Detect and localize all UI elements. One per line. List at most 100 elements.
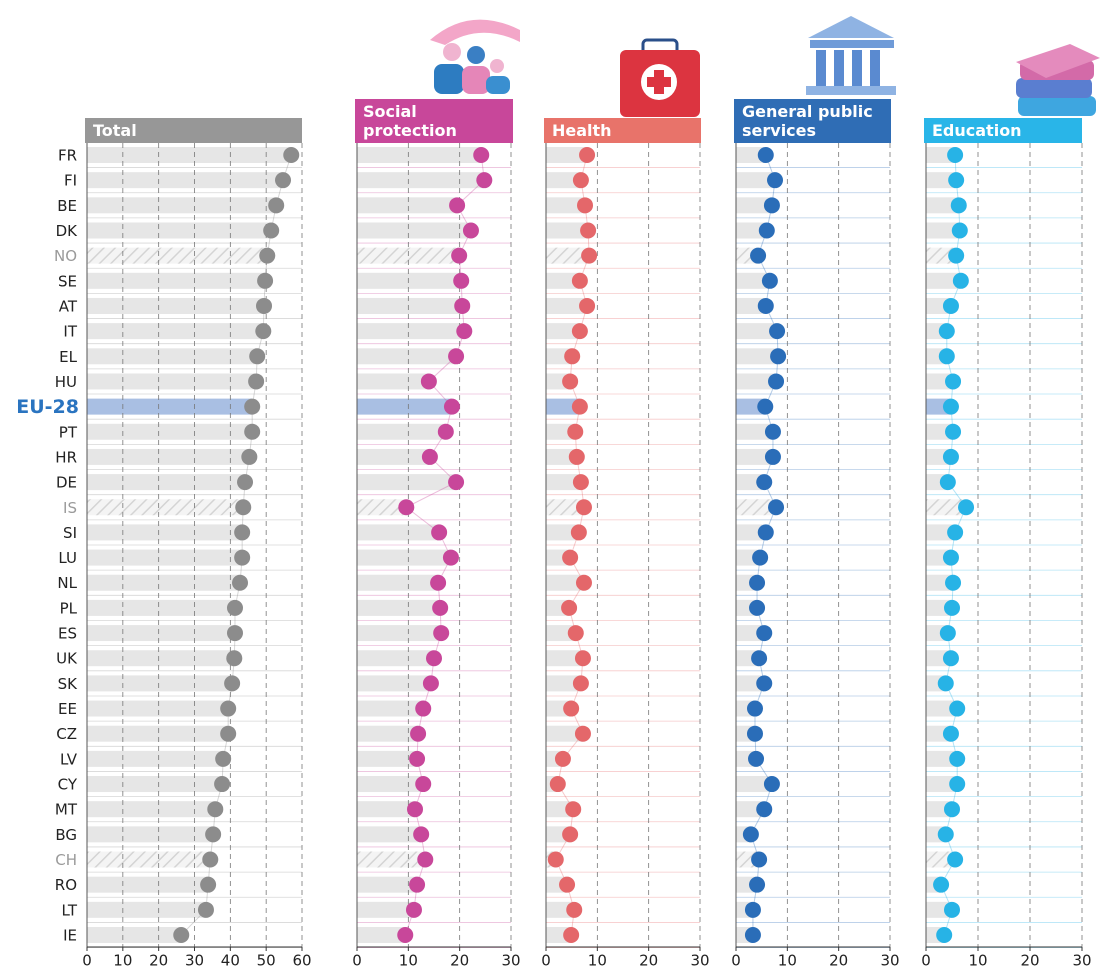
bar (87, 499, 243, 515)
bar (87, 902, 206, 918)
dot (443, 550, 459, 566)
bar (357, 424, 446, 440)
bar (357, 474, 456, 490)
dot (433, 625, 449, 641)
x-tick-label: 0 (82, 952, 92, 970)
dot (936, 927, 952, 943)
dot (943, 399, 959, 415)
dot (453, 273, 469, 289)
dot (227, 625, 243, 641)
bar (357, 399, 452, 415)
dot (444, 399, 460, 415)
bar (87, 399, 252, 415)
bar (357, 575, 438, 591)
category-label: IE (63, 927, 77, 945)
dot (476, 172, 492, 188)
dot (456, 323, 472, 339)
bar (357, 373, 429, 389)
dot (224, 675, 240, 691)
x-tick-label: 20 (639, 952, 658, 970)
bar (87, 248, 267, 264)
dot (417, 852, 433, 868)
panel: 0102030 (921, 142, 1091, 969)
category-label: IS (63, 499, 77, 517)
dot (571, 524, 587, 540)
bar (357, 147, 481, 163)
dot (410, 726, 426, 742)
category-label: EL (59, 348, 77, 366)
category-label: CY (58, 776, 78, 794)
bar (357, 550, 451, 566)
dot (448, 348, 464, 364)
bar (87, 600, 235, 616)
dot (769, 323, 785, 339)
dot (949, 751, 965, 767)
dot (438, 424, 454, 440)
dot (220, 726, 236, 742)
bar (357, 323, 464, 339)
category-label: IT (63, 323, 77, 341)
x-tick-label: 20 (829, 952, 848, 970)
dot (758, 147, 774, 163)
page: FRFIBEDKNOSEATITELHUEU-28PTHRDEISSILUNLP… (0, 0, 1107, 971)
bar (87, 575, 240, 591)
dot (743, 826, 759, 842)
x-tick-label: 20 (1020, 952, 1039, 970)
dot (202, 852, 218, 868)
dot (938, 826, 954, 842)
category-label: SE (58, 272, 77, 290)
dot (249, 348, 265, 364)
x-tick-label: 0 (921, 952, 931, 970)
bar (357, 524, 439, 540)
dot (745, 902, 761, 918)
bar (87, 273, 265, 289)
dot (751, 650, 767, 666)
dot (939, 348, 955, 364)
dot (767, 172, 783, 188)
dot (580, 222, 596, 238)
dot (943, 298, 959, 314)
dot (406, 902, 422, 918)
bar (87, 650, 234, 666)
bar (87, 550, 242, 566)
x-tick-label: 40 (221, 952, 240, 970)
dot (398, 499, 414, 515)
dot (577, 197, 593, 213)
dot (555, 751, 571, 767)
bar (357, 172, 484, 188)
panel-header: Education (924, 118, 1082, 143)
bar (87, 625, 235, 641)
dot (561, 600, 577, 616)
dot (579, 147, 595, 163)
dot (945, 575, 961, 591)
dot (248, 373, 264, 389)
dot (235, 499, 251, 515)
dot (568, 625, 584, 641)
dot (943, 726, 959, 742)
bar (357, 348, 456, 364)
category-label: UK (56, 650, 78, 668)
category-label: LV (60, 750, 78, 768)
bar (87, 373, 256, 389)
category-label: SI (63, 524, 77, 542)
bar (87, 751, 223, 767)
dot (576, 499, 592, 515)
category-label: EU-28 (16, 396, 79, 418)
dot (752, 550, 768, 566)
dot (943, 650, 959, 666)
dot (215, 751, 231, 767)
dot (473, 147, 489, 163)
bar (357, 852, 425, 868)
x-tick-label: 30 (1072, 952, 1091, 970)
dot (421, 373, 437, 389)
dot (765, 424, 781, 440)
dot (940, 625, 956, 641)
dot (409, 877, 425, 893)
x-tick-label: 0 (541, 952, 551, 970)
category-label: CZ (56, 725, 77, 743)
category-label: FI (64, 172, 77, 190)
x-tick-label: 20 (450, 952, 469, 970)
dot (259, 248, 275, 264)
bar (87, 298, 264, 314)
dot (257, 273, 273, 289)
